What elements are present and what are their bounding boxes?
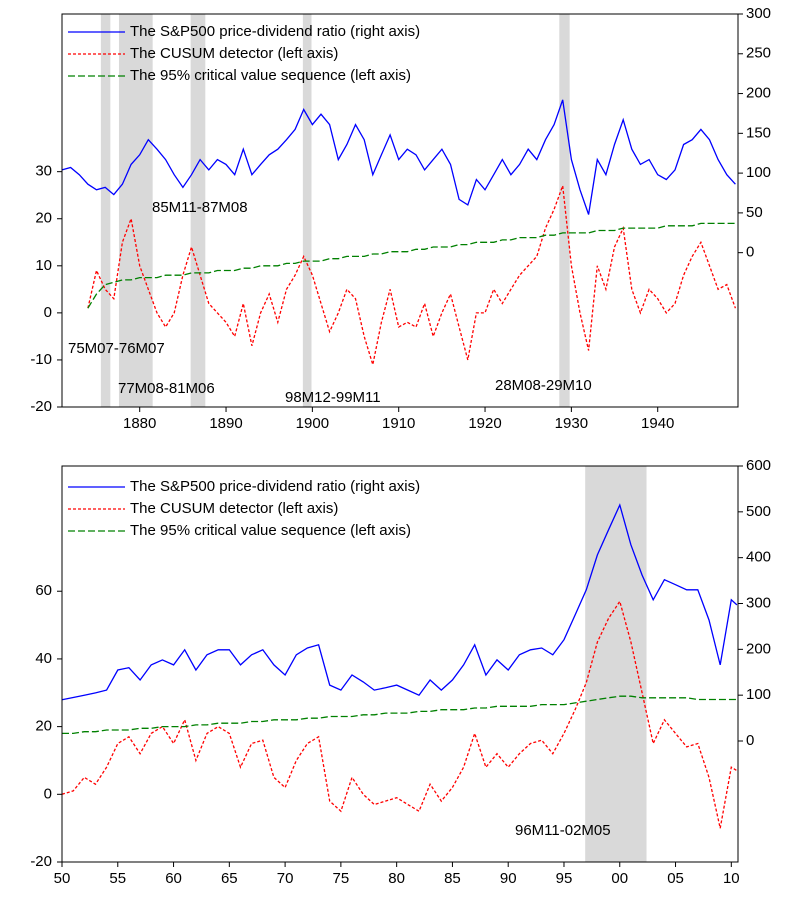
x-tick-label: 75 — [333, 870, 350, 887]
y-tick-label: -10 — [30, 351, 52, 368]
series-line — [61, 599, 738, 829]
y2-tick-label: 300 — [746, 5, 771, 22]
legend-label: The 95% critical value sequence (left ax… — [130, 67, 411, 84]
series-line — [87, 222, 736, 309]
region-label: 77M08-81M06 — [118, 380, 215, 397]
y-tick-label: 20 — [35, 210, 52, 227]
shaded-region — [302, 14, 312, 407]
y2-tick-label: 300 — [746, 594, 771, 611]
x-tick-label: 85 — [444, 870, 461, 887]
series-line — [61, 99, 736, 215]
x-tick-label: 1940 — [641, 415, 674, 432]
region-label: 75M07-76M07 — [68, 340, 165, 357]
x-tick-label: 1880 — [123, 415, 156, 432]
y-tick-label: 20 — [35, 718, 52, 735]
y-tick-label: 40 — [35, 650, 52, 667]
y-tick-label: -20 — [30, 398, 52, 415]
x-tick-label: 10 — [723, 870, 740, 887]
y-tick-label: 30 — [35, 163, 52, 180]
shaded-region — [118, 14, 153, 407]
y2-tick-label: 200 — [746, 640, 771, 657]
x-tick-label: 95 — [556, 870, 573, 887]
legend-label: The S&P500 price-dividend ratio (right a… — [130, 23, 420, 40]
legend-label: The 95% critical value sequence (left ax… — [130, 522, 411, 539]
x-tick-label: 50 — [54, 870, 71, 887]
x-tick-label: 80 — [388, 870, 405, 887]
y2-tick-label: 200 — [746, 85, 771, 102]
y2-tick-label: 0 — [746, 244, 754, 261]
x-tick-label: 90 — [500, 870, 517, 887]
region-label: 85M11-87M08 — [152, 199, 248, 216]
legend-label: The CUSUM detector (left axis) — [130, 45, 338, 62]
plot-frame — [61, 465, 739, 863]
x-tick-label: 1910 — [382, 415, 415, 432]
y-tick-label: 60 — [35, 582, 52, 599]
shaded-region — [190, 14, 206, 407]
x-tick-label: 60 — [165, 870, 182, 887]
x-tick-label: 1900 — [296, 415, 329, 432]
y2-tick-label: 50 — [746, 204, 763, 221]
y2-tick-label: 400 — [746, 549, 771, 566]
y2-tick-label: 250 — [746, 45, 771, 62]
x-tick-label: 55 — [109, 870, 126, 887]
series-line — [62, 695, 737, 735]
x-tick-label: 70 — [277, 870, 294, 887]
y-tick-label: 10 — [35, 257, 52, 274]
y2-tick-label: 500 — [746, 503, 771, 520]
y-tick-label: 0 — [44, 304, 52, 321]
y-tick-label: 0 — [44, 785, 52, 802]
region-label: 96M11-02M05 — [515, 822, 611, 839]
series-line — [61, 503, 738, 701]
series-line — [87, 185, 737, 365]
x-tick-label: 00 — [611, 870, 628, 887]
region-label: 28M08-29M10 — [495, 377, 592, 394]
x-tick-label: 1920 — [468, 415, 501, 432]
y2-tick-label: 100 — [746, 164, 771, 181]
legend-label: The S&P500 price-dividend ratio (right a… — [130, 478, 420, 495]
plot-frame — [61, 13, 739, 408]
x-tick-label: 65 — [221, 870, 238, 887]
y2-tick-label: 100 — [746, 686, 771, 703]
shaded-region — [559, 14, 570, 407]
shaded-region — [585, 466, 647, 862]
y2-tick-label: 150 — [746, 124, 771, 141]
legend-label: The CUSUM detector (left axis) — [130, 500, 338, 517]
y2-tick-label: 600 — [746, 457, 771, 474]
shaded-region — [100, 14, 111, 407]
y-tick-label: -20 — [30, 853, 52, 870]
x-tick-label: 05 — [667, 870, 684, 887]
x-tick-label: 1930 — [555, 415, 588, 432]
y2-tick-label: 0 — [746, 732, 754, 749]
region-label: 98M12-99M11 — [285, 389, 381, 406]
x-tick-label: 1890 — [209, 415, 242, 432]
